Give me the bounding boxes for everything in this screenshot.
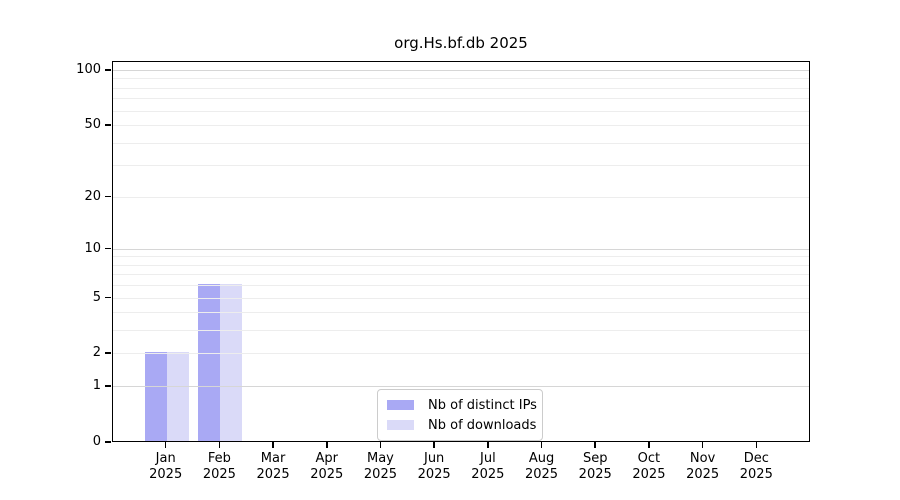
x-tick-label: Oct 2025 <box>632 451 666 482</box>
y-tick <box>105 195 111 198</box>
gridline <box>113 70 809 72</box>
y-tick-label: 2 <box>92 345 101 361</box>
x-tick <box>272 442 274 448</box>
gridline <box>113 386 809 388</box>
legend-item-distinct-ips: Nb of distinct IPs <box>387 395 537 415</box>
bar-feb-distinct-ips <box>198 284 221 441</box>
y-tick <box>105 385 111 387</box>
y-tick <box>105 124 111 126</box>
y-tick-label: 1 <box>92 378 101 394</box>
gridline <box>113 353 809 355</box>
y-tick <box>105 441 111 443</box>
gridline <box>113 142 809 144</box>
y-tick <box>105 296 111 299</box>
gridline <box>113 312 809 314</box>
gridline <box>113 196 809 198</box>
x-tick-label: Jul 2025 <box>471 451 505 482</box>
chart-title: org.Hs.bf.db 2025 <box>394 34 528 52</box>
x-tick-label: Sep 2025 <box>578 451 612 482</box>
y-tick <box>105 247 111 250</box>
gridline <box>113 98 809 100</box>
x-tick <box>218 442 221 448</box>
downloads-swatch-icon <box>387 420 414 430</box>
distinct-ips-swatch-icon <box>387 400 414 410</box>
x-tick-label: Dec 2025 <box>739 451 773 482</box>
x-tick-label: Jun 2025 <box>417 451 451 482</box>
y-tick <box>105 69 111 71</box>
y-tick-label: 20 <box>84 188 101 204</box>
x-tick <box>326 442 328 448</box>
gridline <box>113 87 809 89</box>
y-tick-label: 0 <box>92 434 101 449</box>
gridline <box>113 248 809 250</box>
gridline <box>113 110 809 112</box>
gridline <box>113 297 809 299</box>
x-tick-label: Nov 2025 <box>686 451 720 482</box>
y-tick-label: 100 <box>76 62 101 78</box>
x-tick <box>433 442 435 448</box>
x-tick-label: Feb 2025 <box>202 451 236 482</box>
gridline <box>113 256 809 258</box>
y-tick-label: 50 <box>84 117 101 133</box>
gridline <box>113 285 809 287</box>
x-tick-label: Jan 2025 <box>149 451 183 482</box>
x-tick <box>379 442 382 448</box>
x-tick <box>701 442 704 448</box>
legend-item-downloads: Nb of downloads <box>387 415 537 435</box>
plot-area: Nb of distinct IPs Nb of downloads <box>112 61 810 442</box>
y-tick-label: 5 <box>92 289 101 305</box>
legend-label-distinct-ips: Nb of distinct IPs <box>428 397 537 413</box>
x-tick-label: Mar 2025 <box>256 451 290 482</box>
x-tick <box>540 442 543 448</box>
x-tick-label: May 2025 <box>363 451 397 482</box>
bar-jan-distinct-ips <box>144 352 167 441</box>
legend-label-downloads: Nb of downloads <box>428 417 537 433</box>
x-tick-label: Apr 2025 <box>310 451 344 482</box>
x-tick <box>594 442 596 448</box>
x-tick <box>164 442 167 448</box>
gridline <box>113 274 809 276</box>
gridline <box>113 330 809 332</box>
gridline <box>113 165 809 167</box>
gridline <box>113 264 809 266</box>
x-tick <box>755 442 758 448</box>
gridline <box>113 125 809 127</box>
gridline <box>113 78 809 80</box>
bar-feb-downloads <box>220 284 243 441</box>
legend: Nb of distinct IPs Nb of downloads <box>377 389 543 441</box>
x-tick <box>487 442 489 448</box>
x-tick-label: Aug 2025 <box>524 451 559 482</box>
x-tick <box>648 442 650 448</box>
bar-jan-downloads <box>166 352 189 441</box>
y-tick <box>105 352 111 354</box>
y-tick-label: 10 <box>84 240 101 256</box>
